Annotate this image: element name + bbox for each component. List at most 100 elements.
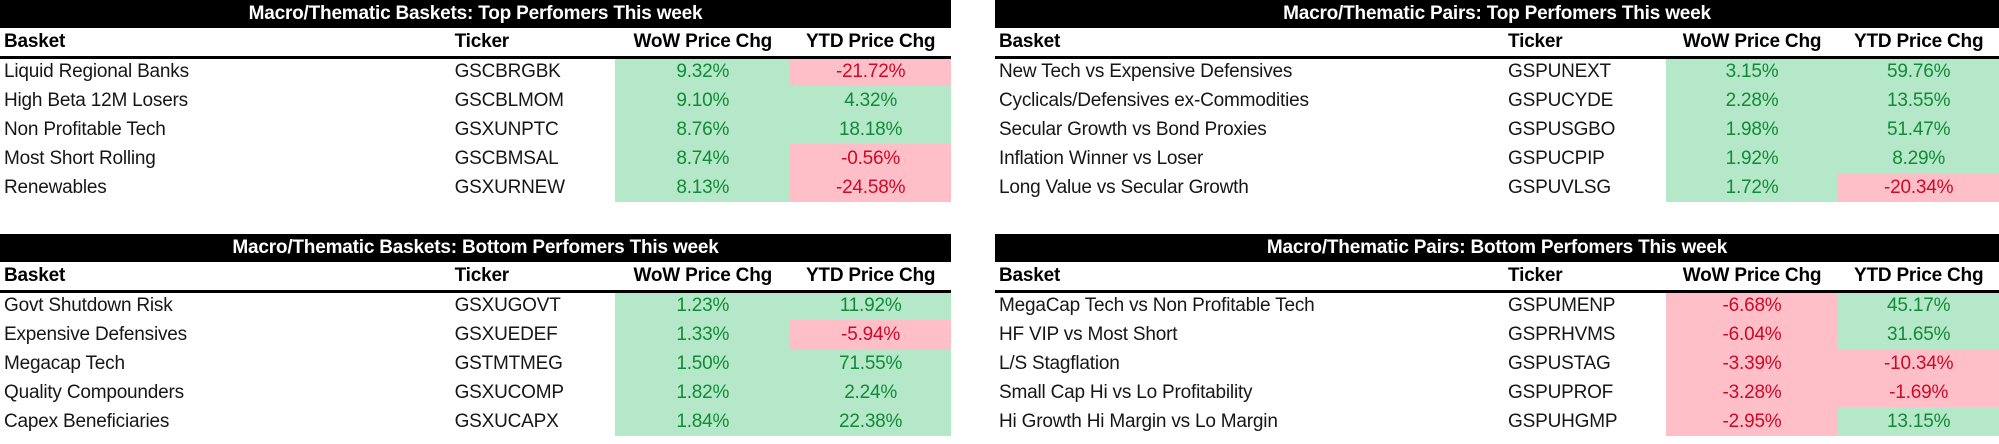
header-row: Basket Ticker WoW Price Chg YTD Price Ch… <box>995 28 1999 59</box>
table-row: Small Cap Hi vs Lo Profitability GSPUPROF… <box>995 378 1999 407</box>
table-row: MegaCap Tech vs Non Profitable Tech GSPUM… <box>995 291 1999 320</box>
wow-cell: 1.98% <box>1665 115 1839 144</box>
table-row: HF VIP vs Most Short GSPRHVMS -6.04% 31.65% <box>995 320 1999 349</box>
ytd-cell: 13.55% <box>1838 86 1999 115</box>
basket-cell: HF VIP vs Most Short <box>999 323 1178 345</box>
table-row: Cyclicals/Defensives ex-Commodities GSPUC… <box>995 86 1999 115</box>
table-baskets-top-performers: Macro/Thematic Baskets: Top Perfomers Th… <box>0 0 951 202</box>
ytd-cell: 2.24% <box>790 378 951 407</box>
wow-cell: 8.74% <box>615 144 791 173</box>
ytd-cell: 71.55% <box>790 349 951 378</box>
wow-cell: -6.04% <box>1665 320 1839 349</box>
table-row: L/S Stagflation GSPUSTAG -3.39% -10.34% <box>995 349 1999 378</box>
data-table: Basket Ticker WoW Price Chg YTD Price Ch… <box>0 28 951 202</box>
wow-cell: 1.84% <box>615 407 791 436</box>
ytd-cell: 11.92% <box>790 291 951 320</box>
col-header-wow: WoW Price Chg <box>615 28 791 59</box>
table-row: Liquid Regional Banks GSCBRGBK 9.32% -21.72… <box>0 57 951 86</box>
ytd-cell: 22.38% <box>790 407 951 436</box>
table-row: Long Value vs Secular Growth GSPUVLSG 1.72… <box>995 173 1999 202</box>
ticker-cell: GSTMTMEG <box>454 352 563 374</box>
ytd-cell: 59.76% <box>1838 57 1999 86</box>
basket-cell: Long Value vs Secular Growth <box>999 176 1249 198</box>
ticker-cell: GSXUCOMP <box>454 381 564 403</box>
table-row: Expensive Defensives GSXUEDEF 1.33% -5.94% <box>0 320 951 349</box>
wow-cell: 1.92% <box>1665 144 1839 173</box>
wow-cell: 8.13% <box>615 173 791 202</box>
wow-cell: 9.10% <box>615 86 791 115</box>
table-row: Inflation Winner vs Loser GSPUCPIP 1.92% 8.… <box>995 144 1999 173</box>
header-row: Basket Ticker WoW Price Chg YTD Price Ch… <box>995 262 1999 293</box>
basket-cell: Capex Beneficiaries <box>4 410 170 432</box>
ticker-cell: GSPUMENP <box>1508 295 1616 317</box>
ticker-cell: GSPUCPIP <box>1508 147 1605 169</box>
ticker-cell: GSPUVLSG <box>1508 176 1611 198</box>
col-header-ytd: YTD Price Chg <box>1838 28 1999 59</box>
ticker-cell: GSCBMSAL <box>454 147 559 169</box>
ytd-cell: 45.17% <box>1838 291 1999 320</box>
basket-cell: Renewables <box>4 176 107 198</box>
ticker-cell: GSPUSGBO <box>1508 118 1616 140</box>
wow-cell: -6.68% <box>1665 291 1839 320</box>
col-header-ticker: Ticker <box>454 28 616 59</box>
wow-cell: 1.82% <box>615 378 791 407</box>
basket-cell: Govt Shutdown Risk <box>4 295 173 317</box>
data-table: Basket Ticker WoW Price Chg YTD Price Ch… <box>995 262 1999 436</box>
col-header-ytd: YTD Price Chg <box>790 28 951 59</box>
ytd-cell: -10.34% <box>1838 349 1999 378</box>
ticker-cell: GSPUSTAG <box>1508 352 1611 374</box>
wow-cell: 2.28% <box>1665 86 1839 115</box>
ytd-cell: 18.18% <box>790 115 951 144</box>
basket-cell: Liquid Regional Banks <box>4 61 189 83</box>
table-pairs-bottom-performers: Macro/Thematic Pairs: Bottom Perfomers T… <box>995 234 1999 436</box>
data-table: Basket Ticker WoW Price Chg YTD Price Ch… <box>995 28 1999 202</box>
basket-cell: Small Cap Hi vs Lo Profitability <box>999 381 1253 403</box>
table-row: Renewables GSXURNEW 8.13% -24.58% <box>0 173 951 202</box>
basket-cell: Secular Growth vs Bond Proxies <box>999 118 1267 140</box>
basket-cell: Megacap Tech <box>4 352 125 374</box>
wow-cell: 1.23% <box>615 291 791 320</box>
wow-cell: 9.32% <box>615 57 791 86</box>
table-row: Quality Compounders GSXUCOMP 1.82% 2.24% <box>0 378 951 407</box>
table-title: Macro/Thematic Baskets: Top Perfomers Th… <box>0 0 951 28</box>
basket-cell: Most Short Rolling <box>4 147 156 169</box>
wow-cell: 1.33% <box>615 320 791 349</box>
ytd-cell: -20.34% <box>1838 173 1999 202</box>
basket-cell: High Beta 12M Losers <box>4 89 188 111</box>
wow-cell: -2.95% <box>1665 407 1839 436</box>
ticker-cell: GSPUPROF <box>1508 381 1614 403</box>
table-title: Macro/Thematic Pairs: Bottom Perfomers T… <box>995 234 1999 262</box>
col-header-ticker: Ticker <box>454 262 616 293</box>
ytd-cell: -1.69% <box>1838 378 1999 407</box>
ticker-cell: GSXUCAPX <box>454 410 559 432</box>
ticker-cell: GSXUNPTC <box>454 118 559 140</box>
col-header-ytd: YTD Price Chg <box>790 262 951 293</box>
ytd-cell: 31.65% <box>1838 320 1999 349</box>
table-row: Govt Shutdown Risk GSXUGOVT 1.23% 11.92% <box>0 291 951 320</box>
basket-cell: L/S Stagflation <box>999 352 1120 374</box>
ticker-cell: GSPUHGMP <box>1508 410 1618 432</box>
wow-cell: -3.39% <box>1665 349 1839 378</box>
ticker-cell: GSXUEDEF <box>454 323 558 345</box>
wow-cell: 1.50% <box>615 349 791 378</box>
table-row: New Tech vs Expensive Defensives GSPUNEXT… <box>995 57 1999 86</box>
wow-cell: 1.72% <box>1665 173 1839 202</box>
data-table: Basket Ticker WoW Price Chg YTD Price Ch… <box>0 262 951 436</box>
col-header-basket: Basket <box>995 262 1509 293</box>
table-pairs-top-performers: Macro/Thematic Pairs: Top Perfomers This… <box>995 0 1999 202</box>
header-row: Basket Ticker WoW Price Chg YTD Price Ch… <box>0 28 951 59</box>
col-header-wow: WoW Price Chg <box>1665 262 1839 293</box>
wow-cell: 3.15% <box>1665 57 1839 86</box>
ytd-cell: -21.72% <box>790 57 951 86</box>
ticker-cell: GSCBLMOM <box>454 89 564 111</box>
col-header-wow: WoW Price Chg <box>1665 28 1839 59</box>
basket-cell: Hi Growth Hi Margin vs Lo Margin <box>999 410 1278 432</box>
ytd-cell: -24.58% <box>790 173 951 202</box>
col-header-ticker: Ticker <box>1508 262 1666 293</box>
table-row: High Beta 12M Losers GSCBLMOM 9.10% 4.32% <box>0 86 951 115</box>
col-header-basket: Basket <box>995 28 1509 59</box>
table-row: Capex Beneficiaries GSXUCAPX 1.84% 22.38% <box>0 407 951 436</box>
table-row: Megacap Tech GSTMTMEG 1.50% 71.55% <box>0 349 951 378</box>
ticker-cell: GSPRHVMS <box>1508 323 1616 345</box>
basket-cell: New Tech vs Expensive Defensives <box>999 61 1293 83</box>
